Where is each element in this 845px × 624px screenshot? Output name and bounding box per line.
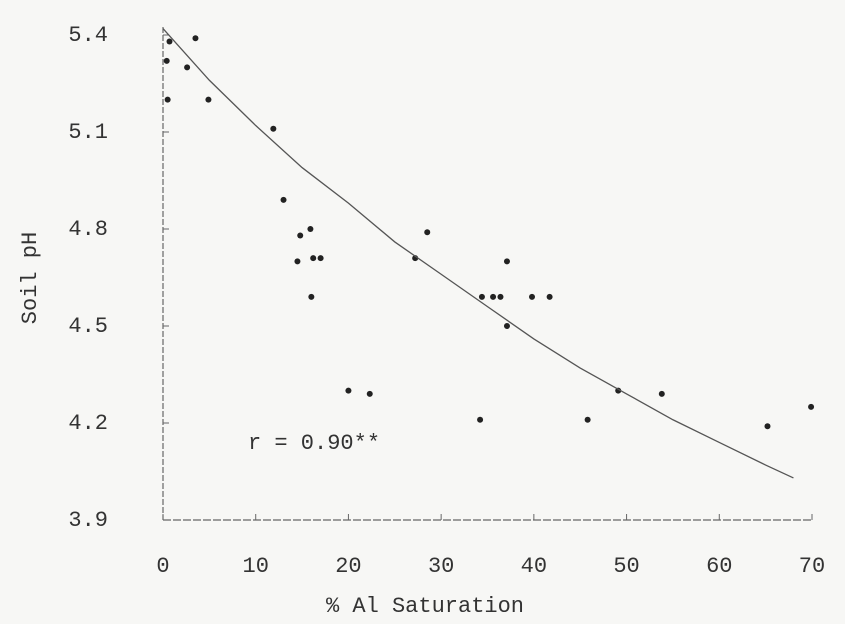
point <box>166 38 173 45</box>
point <box>308 293 315 300</box>
x-tick-label: 0 <box>156 554 169 579</box>
point <box>529 293 536 300</box>
point <box>490 293 497 300</box>
point <box>584 416 591 423</box>
x-tick-label: 70 <box>799 554 825 579</box>
point <box>424 229 431 236</box>
y-tick-label: 5.1 <box>68 120 108 145</box>
point <box>345 387 352 394</box>
point <box>294 258 301 265</box>
y-axis-label: Soil pH <box>18 232 43 324</box>
annotation: r = 0.90** <box>248 431 380 456</box>
point <box>658 390 665 397</box>
x-tick-label: 50 <box>613 554 639 579</box>
x-axis-label: % Al Saturation <box>326 594 524 619</box>
point <box>503 323 510 329</box>
y-tick-label: 4.2 <box>68 411 108 436</box>
y-tick-label: 5.4 <box>68 23 108 48</box>
point <box>280 196 287 203</box>
fit-curve <box>162 28 794 479</box>
point <box>497 293 504 300</box>
point <box>192 35 199 42</box>
point <box>270 125 277 132</box>
x-tick-label: 20 <box>335 554 361 579</box>
y-tick-label: 3.9 <box>68 508 108 533</box>
x-tick-label: 40 <box>521 554 547 579</box>
point <box>164 96 171 103</box>
x-tick-label: 30 <box>428 554 454 579</box>
point <box>546 293 553 300</box>
point <box>808 403 815 410</box>
point <box>163 57 170 64</box>
point <box>477 416 484 423</box>
point <box>317 255 324 262</box>
point <box>297 232 304 239</box>
y-tick-label: 4.8 <box>68 217 108 242</box>
x-tick-label: 60 <box>706 554 732 579</box>
point <box>478 293 485 300</box>
point <box>184 64 191 71</box>
y-tick-label: 4.5 <box>68 314 108 339</box>
point <box>205 96 212 103</box>
point <box>310 255 317 262</box>
x-tick-label: 10 <box>243 554 269 579</box>
point <box>615 387 622 394</box>
point <box>366 390 373 397</box>
point <box>307 226 314 232</box>
point <box>764 423 771 430</box>
point <box>503 258 510 265</box>
